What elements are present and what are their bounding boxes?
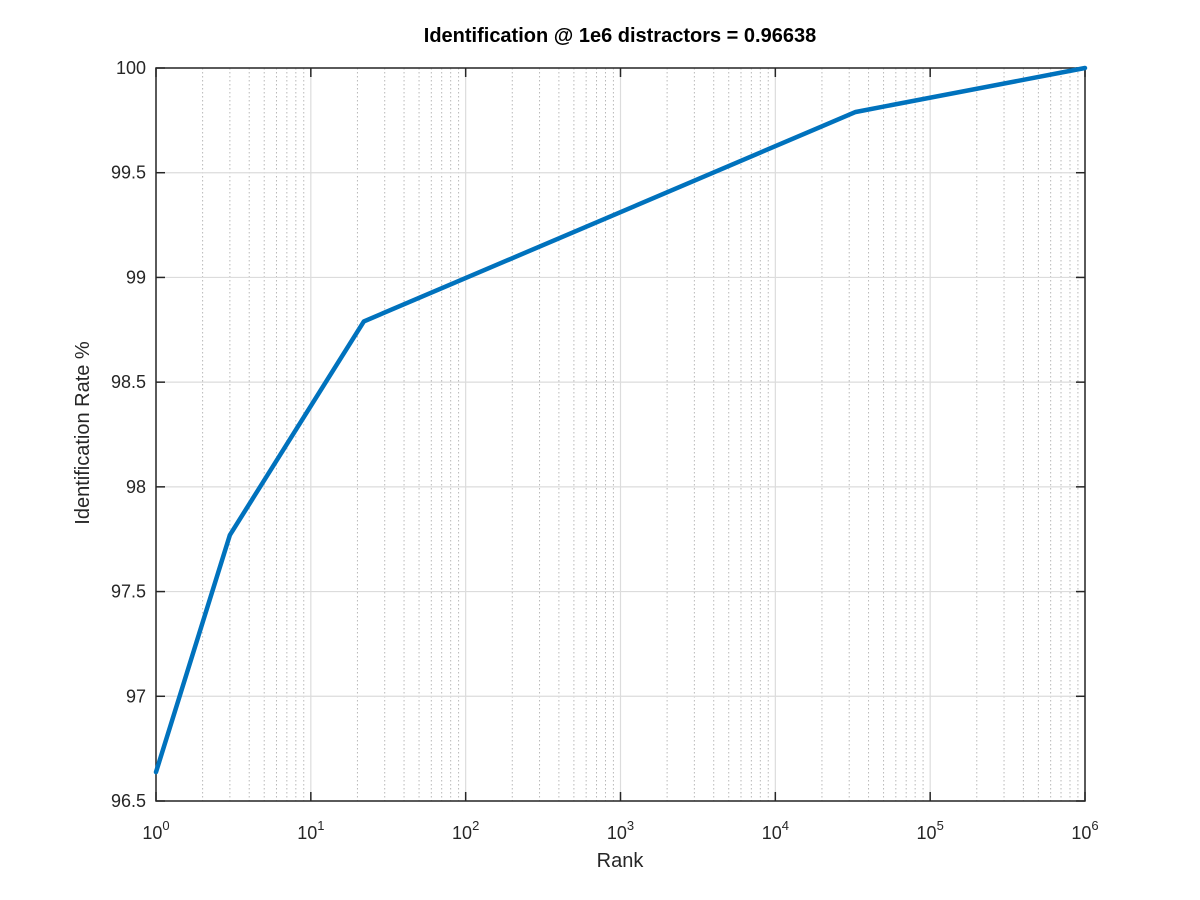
x-tick-label: 106	[1071, 818, 1098, 843]
chart-title: Identification @ 1e6 distractors = 0.966…	[424, 25, 816, 47]
x-tick-label: 102	[452, 818, 479, 843]
x-tick-label: 100	[142, 818, 169, 843]
x-axis-label: Rank	[597, 850, 645, 872]
y-axis-label: Identification Rate %	[72, 341, 94, 525]
y-tick-label: 98	[126, 477, 146, 497]
y-tick-label: 96.5	[111, 791, 146, 811]
y-tick-label: 99.5	[111, 163, 146, 183]
y-tick-label: 100	[116, 58, 146, 78]
series-line	[153, 65, 1088, 775]
x-tick-label: 105	[917, 818, 944, 843]
x-tick-label: 104	[762, 818, 789, 843]
x-tick-label: 101	[297, 818, 324, 843]
x-tick-label: 103	[607, 818, 634, 843]
plot-area: 96.5 97 97.5 98 98.5 99 99.5 100 100 101 102 103 104…	[111, 58, 1099, 843]
y-tick-label: 99	[126, 267, 146, 287]
y-tick-label: 97.5	[111, 582, 146, 602]
y-tick-label: 97	[126, 686, 146, 706]
y-tick-label: 98.5	[111, 372, 146, 392]
